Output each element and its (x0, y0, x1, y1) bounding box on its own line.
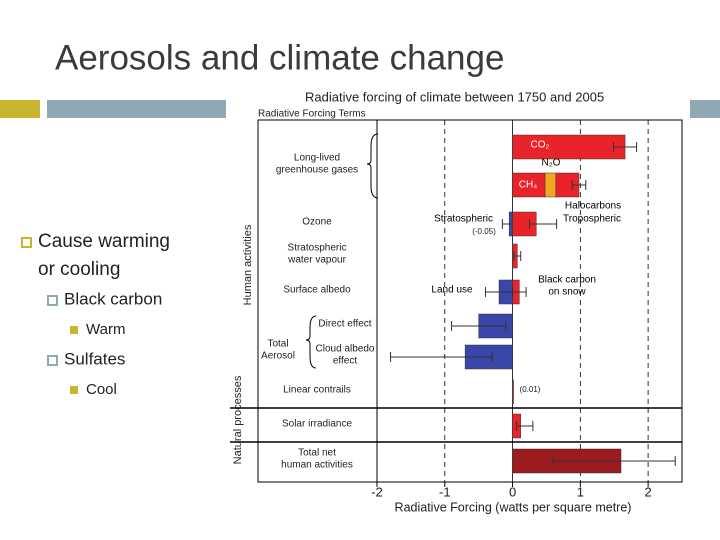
bar (512, 134, 626, 160)
row-label: Ozone (302, 217, 332, 228)
bullet-marker (47, 355, 58, 366)
bar (512, 172, 546, 198)
x-tick-label: 0 (509, 484, 516, 499)
bullet-text: Cool (86, 381, 117, 398)
row-label: water vapour (287, 255, 346, 266)
row-label: Direct effect (318, 319, 371, 330)
bullet-text: Sulfates (64, 349, 125, 368)
row-label: Cloud albedo (316, 344, 375, 355)
row-label: Linear contrails (283, 385, 351, 396)
accent-bar (0, 100, 40, 118)
x-tick-label: -2 (371, 484, 383, 499)
slide-title: Aerosols and climate change (55, 38, 504, 77)
bullet-text: Cause warming (38, 231, 170, 252)
bar-label: Halocarbons (565, 201, 621, 212)
column-header: Radiative Forcing Terms (258, 109, 366, 120)
bar-label: CO₂ (531, 140, 550, 151)
bullet-marker (70, 326, 78, 334)
row-label: Stratospheric (288, 243, 347, 254)
side-label: Natural processes (232, 375, 244, 464)
bullet-text: or cooling (38, 259, 120, 280)
bar-label: Land use (431, 285, 473, 296)
bar-label: Black carbon (538, 275, 596, 286)
bar-note: (-0.05) (472, 227, 496, 236)
bar (512, 379, 514, 405)
x-tick-label: 2 (644, 484, 651, 499)
bar-label: N₂O (542, 158, 561, 169)
x-tick-label: 1 (577, 484, 584, 499)
row-label: human activities (281, 460, 353, 471)
row-label: Long-lived (294, 153, 340, 164)
bar-label: Tropospheric (563, 214, 621, 225)
bar-label: CH₄ (519, 180, 538, 191)
x-axis-label: Radiative Forcing (watts per square metr… (395, 500, 632, 514)
bar-label: on snow (548, 287, 586, 298)
bracket (366, 133, 379, 199)
row-label: greenhouse gases (276, 165, 358, 176)
bar-label: Stratospheric (434, 214, 493, 225)
side-label: Human activities (242, 224, 254, 305)
group-label: Aerosol (261, 351, 295, 362)
bar (544, 172, 557, 198)
bracket (305, 315, 317, 369)
bullet-marker (70, 386, 78, 394)
group-label: Total (267, 339, 288, 350)
bullet-marker (21, 237, 32, 248)
bullet-text: Black carbon (64, 289, 162, 308)
row-label: Surface albedo (283, 285, 351, 296)
x-tick-label: -1 (439, 484, 451, 499)
bullet-text: Warm (86, 321, 125, 338)
row-label: effect (333, 356, 357, 367)
row-label: Solar irradiance (282, 419, 352, 430)
chart-title: Radiative forcing of climate between 175… (305, 89, 604, 104)
plot-frame (257, 119, 683, 483)
bullet-marker (47, 295, 58, 306)
bar-note: (0.01) (520, 385, 541, 394)
row-label: Total net (298, 448, 336, 459)
